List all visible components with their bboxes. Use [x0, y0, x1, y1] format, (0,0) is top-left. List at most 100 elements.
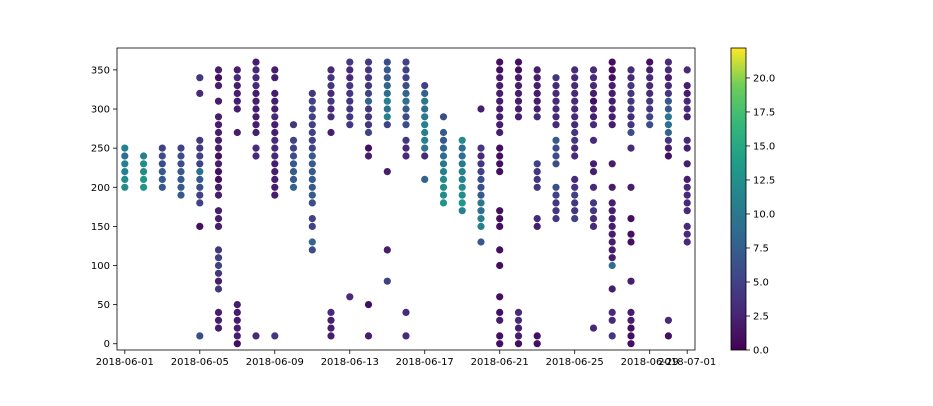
data-point: [627, 74, 635, 82]
data-point: [571, 144, 579, 152]
data-point: [421, 136, 429, 144]
data-point: [683, 144, 691, 152]
data-point: [608, 183, 616, 191]
data-point: [514, 82, 523, 90]
data-point: [627, 316, 635, 324]
data-point: [496, 152, 504, 160]
data-point: [496, 105, 504, 113]
data-point: [233, 324, 241, 332]
data-point: [552, 152, 560, 160]
data-point: [683, 238, 691, 246]
data-point: [421, 152, 429, 160]
data-point: [571, 199, 579, 207]
data-point: [402, 308, 410, 316]
data-point: [664, 152, 673, 160]
data-point: [346, 105, 354, 113]
data-point: [364, 152, 373, 160]
data-point: [271, 144, 279, 152]
data-point: [664, 82, 673, 90]
data-point: [214, 168, 223, 176]
data-point: [383, 89, 391, 97]
x-axis: 2018-06-01 2018-06-05 2018-06-09 2018-06-13…: [96, 350, 716, 368]
data-point: [271, 191, 279, 199]
y-tick-label: 100: [91, 261, 110, 272]
data-point: [627, 324, 635, 332]
data-point: [327, 97, 335, 105]
data-point: [646, 113, 654, 121]
data-point: [664, 136, 673, 144]
data-point: [383, 121, 391, 129]
data-point: [233, 89, 241, 97]
data-point: [271, 332, 279, 340]
data-point: [421, 144, 429, 152]
data-point: [627, 105, 635, 113]
data-point: [196, 89, 204, 97]
data-point: [664, 316, 673, 324]
data-point: [364, 89, 373, 97]
data-point: [571, 121, 579, 129]
data-point: [458, 199, 466, 207]
data-point: [364, 82, 373, 90]
data-point: [496, 293, 504, 301]
data-point: [196, 74, 204, 82]
data-point: [140, 175, 148, 183]
data-point: [439, 152, 448, 160]
data-point: [308, 168, 316, 176]
data-point: [196, 191, 204, 199]
data-point: [364, 332, 373, 340]
data-point: [589, 183, 598, 191]
data-point: [364, 74, 373, 82]
data-point: [308, 89, 316, 97]
data-point: [271, 128, 279, 137]
data-point: [327, 308, 335, 316]
data-point: [214, 191, 223, 199]
data-point: [533, 183, 541, 191]
x-tick-label: 2018-06-29: [621, 357, 679, 368]
x-tick-label: 2018-07-01: [658, 357, 716, 368]
data-point: [196, 168, 204, 176]
data-point: [496, 58, 504, 66]
data-point: [683, 97, 691, 105]
data-points: [121, 58, 691, 348]
data-point: [364, 121, 373, 129]
data-point: [252, 152, 260, 160]
y-tick-label: 350: [91, 65, 110, 76]
data-point: [271, 175, 279, 183]
data-point: [214, 285, 223, 293]
data-point: [514, 97, 523, 105]
data-point: [214, 269, 223, 277]
data-point: [533, 332, 541, 340]
data-point: [252, 89, 260, 97]
data-point: [214, 207, 223, 215]
data-point: [121, 160, 129, 168]
data-point: [533, 113, 541, 121]
data-point: [233, 128, 241, 137]
data-point: [571, 215, 579, 223]
data-point: [196, 332, 204, 340]
data-point: [496, 82, 504, 90]
data-point: [496, 261, 504, 270]
data-point: [233, 66, 241, 74]
data-point: [589, 199, 598, 207]
data-point: [158, 183, 166, 191]
data-point: [608, 238, 616, 246]
data-point: [233, 340, 241, 348]
data-point: [552, 144, 560, 152]
data-point: [608, 97, 616, 105]
data-point: [533, 82, 541, 90]
data-point: [533, 168, 541, 176]
data-point: [589, 136, 598, 144]
data-point: [608, 285, 616, 293]
y-tick-label: 50: [97, 300, 110, 311]
plot-frame: [116, 47, 696, 351]
colorbar-tick-label: 12.5: [753, 175, 775, 186]
data-point: [608, 105, 616, 113]
y-tick-label: 300: [91, 105, 110, 116]
data-point: [383, 277, 391, 285]
data-point: [289, 168, 298, 176]
data-point: [477, 105, 485, 113]
data-point: [533, 66, 541, 74]
data-point: [571, 105, 579, 113]
data-point: [627, 89, 635, 97]
data-point: [327, 66, 335, 74]
